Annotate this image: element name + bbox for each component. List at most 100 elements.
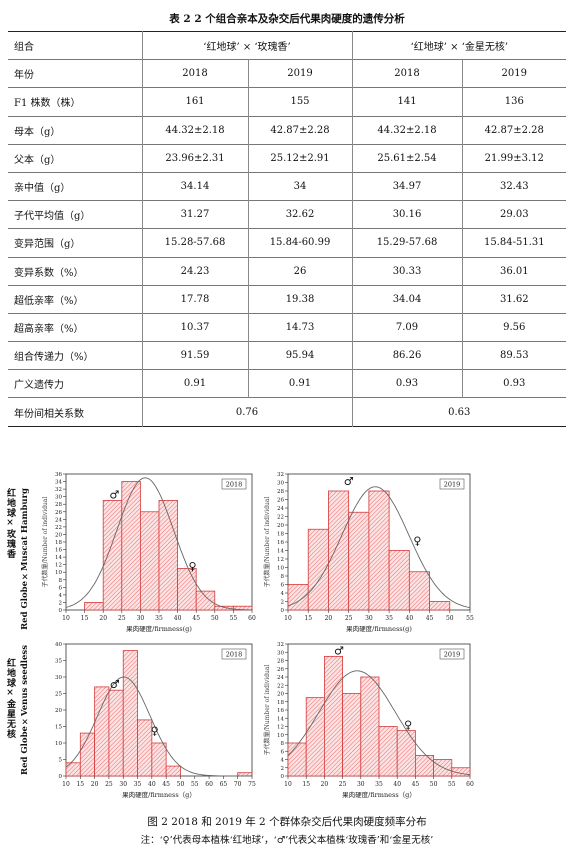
table-cell: 10.37: [141, 313, 248, 342]
male-marker: ♂: [334, 644, 344, 657]
cross2-header: ‘红地球’ × ‘金星无核’: [351, 31, 567, 60]
row-label: 变异范围（g）: [14, 239, 81, 251]
y-tick-label: 20: [55, 708, 62, 714]
table-corr-row: 年份间相关系数 0.76 0.63: [8, 397, 567, 427]
table-row: 子代平均值（g） 31.27 32.62 30.16 29.03: [8, 200, 567, 229]
row-label: 变异系数（%）: [14, 267, 84, 279]
y-tick-label: 6: [281, 583, 285, 589]
y-tick-label: 4: [281, 591, 285, 597]
year-label: 2019: [444, 651, 461, 659]
row-label-en: Red Globe×Muscat Hamburg: [20, 488, 30, 630]
table-row: 广义遗传力 0.91 0.91 0.93 0.93: [8, 369, 567, 398]
x-tick-label: 20: [91, 781, 99, 788]
y-axis-label: 子代数量/Number of individual: [263, 665, 271, 756]
table-row: 超低亲率（%） 17.78 19.38 34.04 31.62: [8, 285, 567, 314]
table-cell: 32.43: [461, 172, 567, 201]
x-tick-label: 45: [426, 615, 434, 622]
row-label: 超低亲率（%）: [14, 295, 84, 307]
table-cell: 25.12±2.91: [247, 144, 353, 173]
table-cell: 19.38: [247, 285, 353, 314]
y-tick-label: 26: [277, 498, 284, 504]
row-label: 亲中值（g）: [14, 183, 71, 195]
histogram-bar: [79, 732, 96, 777]
y-tick-label: 4: [59, 593, 63, 599]
table-cell: 15.84-51.31: [461, 228, 567, 257]
y-tick-label: 5: [59, 758, 63, 764]
table-row: F1 株数（株） 161 155 141 136: [8, 87, 567, 117]
x-tick-label: 75: [248, 781, 256, 788]
year-cell: 2019: [247, 59, 353, 88]
year-label-box: 2018: [221, 648, 247, 660]
y-tick-label: 14: [277, 549, 284, 555]
histogram-bar: [121, 481, 141, 611]
x-tick-label: 45: [162, 781, 170, 788]
female-marker: ♀: [188, 560, 196, 573]
table-cell: 141: [351, 87, 463, 117]
year-cell: 2018: [351, 59, 463, 88]
histogram-bar: [140, 511, 160, 611]
row-label-cross2: 红地球×金星无核: [4, 658, 24, 739]
histogram-bar: [388, 550, 410, 611]
table-cell: 136: [461, 87, 567, 117]
female-marker: ♀: [151, 724, 159, 737]
y-tick-label: 2: [281, 600, 285, 606]
y-tick-label: 30: [55, 675, 62, 681]
x-tick-label: 40: [406, 615, 414, 622]
y-tick-label: 25: [55, 692, 62, 698]
y-tick-label: 36: [55, 472, 62, 478]
histogram-chart-4: 10 15 20 25 30 35 40 45 50 55 60024681012141618202…: [263, 642, 474, 799]
table-cell: 9.56: [461, 313, 567, 342]
x-tick-label: 50: [430, 781, 438, 788]
x-axis-label: 果肉硬度/firmness(g): [346, 624, 412, 633]
table-cell: 34: [247, 172, 353, 201]
histogram-bar: [151, 742, 167, 777]
table-cell: 91.59: [141, 341, 248, 370]
cross1-header: ‘红地球’ × ‘玫瑰香’: [141, 31, 353, 60]
y-tick-label: 32: [277, 642, 284, 648]
x-tick-label: 50: [446, 615, 454, 622]
x-tick-label: 15: [302, 781, 310, 788]
x-tick-label: 55: [466, 615, 474, 622]
y-tick-label: 28: [277, 489, 284, 495]
table-row: 亲中值（g） 34.14 34 34.97 32.43: [8, 172, 567, 201]
histogram-bar: [408, 571, 430, 611]
table-caption: 表 2 2 个组合亲本及杂交后代果肉硬度的遗传分析: [169, 13, 405, 25]
histogram-bar: [122, 650, 138, 777]
y-tick-label: 40: [55, 642, 62, 648]
histogram-bar: [378, 726, 398, 777]
y-tick-label: 10: [277, 733, 284, 739]
x-tick-label: 15: [304, 615, 312, 622]
histogram-bar: [287, 742, 307, 777]
y-tick-label: 20: [277, 523, 284, 529]
x-tick-label: 55: [230, 615, 238, 622]
y-tick-label: 20: [277, 692, 284, 698]
x-tick-label: 35: [375, 781, 383, 788]
histogram-bar: [396, 730, 416, 777]
normal-curve: [65, 477, 252, 611]
y-tick-label: 32: [277, 472, 284, 478]
x-tick-label: 15: [81, 615, 89, 622]
normal-curve: [65, 676, 252, 777]
table-cell: 23.96±2.31: [141, 144, 248, 173]
histogram-bar: [368, 490, 390, 611]
table-cell: 30.16: [351, 200, 463, 229]
row-label: 母本（g）: [14, 126, 61, 138]
table-cell: 7.09: [351, 313, 463, 342]
year-header: 年份: [14, 70, 34, 82]
table-cell: 95.94: [247, 341, 353, 370]
table-cell: 31.62: [461, 285, 567, 314]
table-cell: 161: [141, 87, 248, 117]
year-label: 2019: [444, 481, 461, 489]
y-tick-label: 24: [277, 675, 284, 681]
corr-value: 0.63: [351, 397, 567, 427]
histogram-bar: [348, 511, 370, 611]
histogram-bar: [84, 602, 104, 611]
table-cell: 86.26: [351, 341, 463, 370]
y-tick-label: 8: [59, 578, 63, 584]
table-row: 组合传递力（%） 91.59 95.94 86.26 89.53: [8, 341, 567, 370]
y-axis-label: 子代数量/Number of individual: [41, 497, 49, 588]
x-tick-label: 25: [118, 615, 126, 622]
normal-curve: [287, 670, 471, 776]
histogram-bar: [94, 686, 110, 777]
x-tick-label: 25: [105, 781, 113, 788]
